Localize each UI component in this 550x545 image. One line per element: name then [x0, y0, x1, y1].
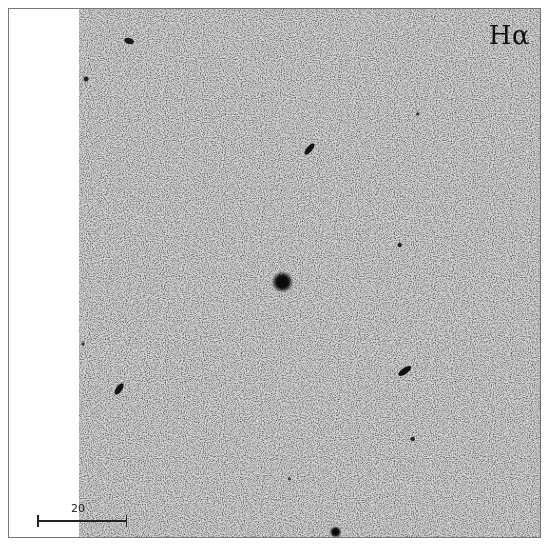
source-upper-center [304, 143, 315, 155]
central-bright-source [271, 271, 294, 293]
scale-bar [37, 515, 127, 527]
scale-bar-line [37, 520, 127, 522]
scale-bar-label: 20 [71, 502, 85, 515]
image-frame: Hα 20 [8, 8, 541, 538]
source-faint-right [416, 112, 420, 116]
source-right-small [397, 242, 402, 248]
source-lower-right-small [410, 436, 415, 442]
scale-bar-tick-right [125, 515, 127, 527]
source-left-elongated [114, 383, 124, 395]
h-alpha-image-field: Hα [79, 9, 540, 537]
source-right-elongated [398, 366, 412, 376]
source-faint-lower [287, 477, 291, 481]
source-top-left [124, 37, 135, 45]
noise-texture [79, 9, 540, 537]
source-faint-left-edge [81, 342, 85, 346]
source-bottom-center [329, 526, 342, 537]
blank-margin-strip [9, 9, 79, 537]
source-top-left-small [83, 76, 89, 82]
filter-label: Hα [488, 21, 530, 51]
